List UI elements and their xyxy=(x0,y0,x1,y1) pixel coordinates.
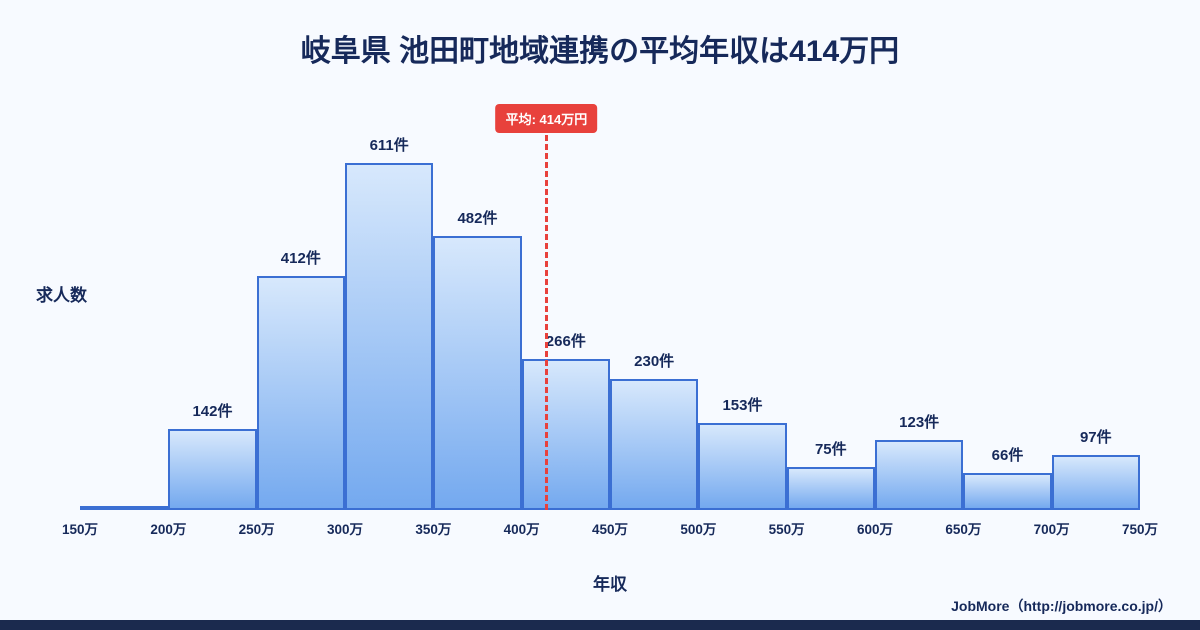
histogram-bar xyxy=(610,379,699,510)
histogram-bar xyxy=(786,467,875,510)
x-tick-label: 600万 xyxy=(856,522,894,537)
bar-value-label: 75件 xyxy=(814,441,847,458)
x-tick-label: 300万 xyxy=(326,522,364,537)
x-tick-label: 550万 xyxy=(768,522,805,537)
salary-histogram: 142件 412件 611件 482件 266件 230件 153件 75件 123件 66件 97… xyxy=(62,100,1158,537)
histogram-bar xyxy=(875,440,964,510)
bar-value-label: 611件 xyxy=(369,137,409,154)
x-tick-label: 650万 xyxy=(945,522,982,537)
histogram-bar xyxy=(168,429,257,510)
histogram-bar xyxy=(433,236,522,510)
bar-value-label: 266件 xyxy=(545,333,586,350)
y-axis-label: 求人数 xyxy=(36,286,87,305)
histogram-bar xyxy=(80,506,169,510)
x-tick-label: 750万 xyxy=(1121,522,1159,537)
bar-value-label: 412件 xyxy=(280,250,321,267)
x-tick-label: 400万 xyxy=(503,522,540,537)
x-tick-label: 500万 xyxy=(680,522,717,537)
x-tick-label: 350万 xyxy=(415,522,452,537)
bar-value-label: 97件 xyxy=(1079,429,1112,446)
bar-value-label: 153件 xyxy=(722,397,763,414)
average-line xyxy=(544,126,548,510)
average-badge: 平均: 414万円 xyxy=(495,104,598,133)
x-tick-label: 250万 xyxy=(238,522,275,537)
footer-bar xyxy=(0,620,1200,630)
x-tick-label: 200万 xyxy=(150,522,187,537)
bar-value-label: 482件 xyxy=(457,210,498,227)
x-axis-label: 年収 xyxy=(593,575,627,594)
bar-value-label: 66件 xyxy=(991,447,1024,464)
histogram-bar xyxy=(521,359,610,510)
footer-credit: JobMore（http://jobmore.co.jp/） xyxy=(951,598,1172,614)
bar-value-label: 123件 xyxy=(899,414,940,431)
histogram-bar xyxy=(345,163,434,510)
histogram-bar xyxy=(698,423,787,510)
x-tick-label: 150万 xyxy=(61,522,99,537)
bar-value-label: 230件 xyxy=(634,353,675,370)
chart-title: 岐阜県 池田町地域連携の平均年収は414万円 xyxy=(300,35,900,68)
bar-value-label: 142件 xyxy=(192,403,233,420)
x-tick-label: 450万 xyxy=(591,522,629,537)
histogram-bar xyxy=(256,276,345,510)
x-tick-label: 700万 xyxy=(1033,522,1070,537)
histogram-bar xyxy=(963,473,1052,510)
histogram-bar xyxy=(1051,455,1140,510)
